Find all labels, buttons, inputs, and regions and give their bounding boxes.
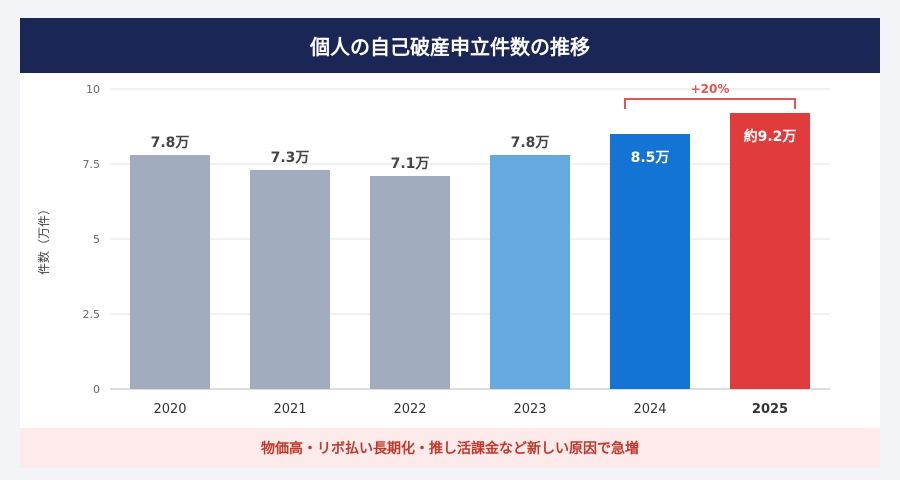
- growth-annotation: +20%: [691, 82, 730, 96]
- y-tick-label: 0: [93, 383, 100, 396]
- data-label: 7.8万: [511, 135, 550, 151]
- y-tick-label: 7.5: [83, 158, 101, 171]
- x-tick-label: 2023: [513, 402, 546, 417]
- y-tick-label: 10: [86, 83, 100, 96]
- bar-2025: [730, 113, 810, 389]
- y-tick-label: 2.5: [83, 308, 101, 321]
- x-tick-label: 2021: [273, 402, 306, 417]
- x-tick-label: 2025: [752, 402, 788, 417]
- footnote: 物価高・リボ払い長期化・推し活課金など新しい原因で急増: [20, 428, 880, 468]
- bar-2022: [370, 176, 450, 389]
- bar-2020: [130, 155, 210, 389]
- bar-2024: [610, 134, 690, 389]
- bar-2023: [490, 155, 570, 389]
- data-label: 8.5万: [631, 150, 670, 166]
- bar-2021: [250, 170, 330, 389]
- data-label: 7.8万: [151, 135, 190, 151]
- chart-card: 個人の自己破産申立件数の推移 0 2.5 5 7.5 10 件数（万件） 7.8万 2020 7…: [20, 18, 880, 468]
- chart-title: 個人の自己破産申立件数の推移: [20, 18, 880, 73]
- data-label: 約9.2万: [744, 128, 797, 145]
- y-tick-label: 5: [93, 233, 100, 246]
- bar-chart: 0 2.5 5 7.5 10 件数（万件） 7.8万 2020 7.3万 2021 7.1万 2022…: [36, 82, 830, 417]
- growth-bracket: [624, 98, 796, 109]
- data-label: 7.3万: [271, 150, 310, 166]
- x-tick-label: 2024: [633, 402, 666, 417]
- x-tick-label: 2022: [393, 402, 426, 417]
- x-tick-label: 2020: [153, 402, 186, 417]
- y-axis-label: 件数（万件）: [36, 203, 51, 275]
- data-label: 7.1万: [391, 156, 430, 172]
